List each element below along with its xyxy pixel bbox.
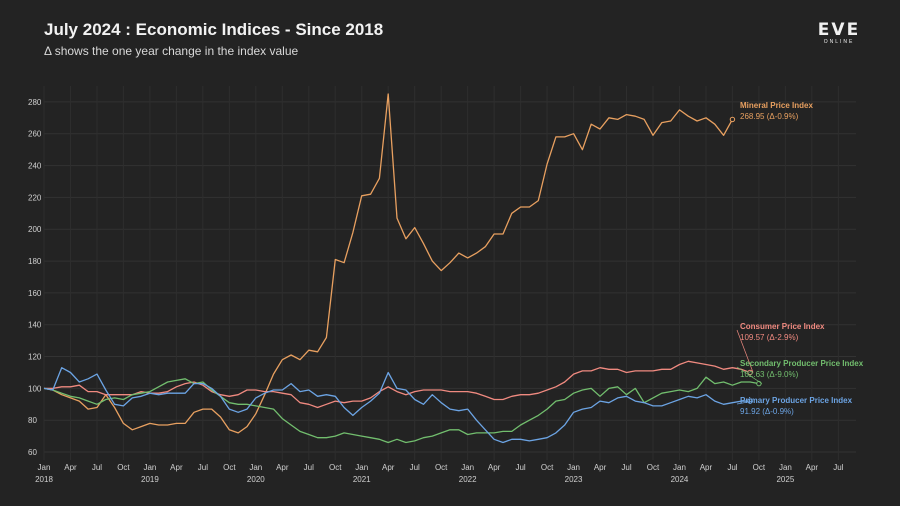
x-tick-label: Apr [700,463,713,472]
x-tick-label: Jul [833,463,843,472]
x-tick-label: Jan [355,463,368,472]
label-leader-line [736,400,754,405]
x-tick-label: Jul [198,463,208,472]
x-tick-label: Apr [276,463,289,472]
y-tick-label: 240 [28,162,42,171]
x-tick-year-label: 2025 [776,475,794,484]
x-tick-label: Jul [304,463,314,472]
x-tick-label: Oct [329,463,342,472]
x-tick-label: Oct [223,463,236,472]
x-tick-label: Jan [779,463,792,472]
x-tick-label: Jan [38,463,51,472]
x-tick-year-label: 2023 [565,475,583,484]
label-leader-line [736,329,754,373]
x-tick-label: Apr [64,463,77,472]
x-tick-label: Jan [461,463,474,472]
y-tick-label: 120 [28,353,42,362]
x-tick-year-label: 2022 [459,475,477,484]
y-tick-label: 220 [28,193,42,202]
series-line [43,93,733,434]
x-tick-label: Oct [435,463,448,472]
x-tick-label: Oct [117,463,130,472]
x-tick-label: Apr [806,463,819,472]
y-tick-label: 140 [28,321,42,330]
series-label-name: Consumer Price Index [740,322,825,331]
eve-online-logo: EVE ONLINE [812,20,866,46]
x-tick-year-label: 2019 [141,475,159,484]
y-tick-label: 200 [28,225,42,234]
x-tick-year-label: 2024 [671,475,689,484]
x-tick-label: Jul [92,463,102,472]
x-tick-label: Apr [488,463,501,472]
x-tick-label: Oct [647,463,660,472]
x-tick-year-label: 2018 [35,475,53,484]
series-label-value: 91.92 (Δ-0.9%) [740,407,794,416]
series-label-name: Mineral Price Index [740,101,813,110]
x-tick-label: Oct [753,463,766,472]
y-tick-label: 260 [28,130,42,139]
series-label-value: 109.57 (Δ-2.9%) [740,333,799,342]
series-label-value: 102.63 (Δ-9.0%) [740,370,799,379]
x-tick-year-label: 2021 [353,475,371,484]
series-label-name: Secondary Producer Price Index [740,359,864,368]
logo-wordmark: EVE [817,20,861,40]
x-tick-label: Jan [143,463,156,472]
chart-subtitle: Δ shows the one year change in the index… [44,44,299,58]
series-line [43,367,751,444]
y-tick-label: 60 [28,448,37,457]
series-label-value: 268.95 (Δ-0.9%) [740,112,799,121]
series-line [44,360,751,409]
x-tick-label: Apr [170,463,183,472]
y-tick-label: 180 [28,257,42,266]
series-end-marker [756,380,762,387]
series-line [43,376,760,444]
y-tick-label: 280 [28,98,42,107]
x-tick-label: Jan [249,463,262,472]
y-tick-label: 160 [28,289,42,298]
chart-title: July 2024 : Economic Indices - Since 201… [44,20,384,39]
label-leader-line [736,366,763,384]
y-tick-label: 100 [28,384,42,393]
x-tick-label: Jul [410,463,420,472]
x-tick-label: Jan [673,463,686,472]
series-label-name: Primary Producer Price Index [740,396,853,405]
x-tick-label: Oct [541,463,554,472]
series-end-marker [729,116,736,123]
x-tick-label: Jul [727,463,737,472]
x-tick-year-label: 2020 [247,475,265,484]
x-tick-label: Jan [567,463,580,472]
x-tick-label: Jul [515,463,525,472]
y-tick-label: 80 [28,416,37,425]
x-tick-label: Apr [594,463,607,472]
x-tick-label: Jul [621,463,631,472]
series-end-marker [747,369,753,376]
logo-subtext: ONLINE [823,39,855,45]
x-tick-label: Apr [382,463,395,472]
